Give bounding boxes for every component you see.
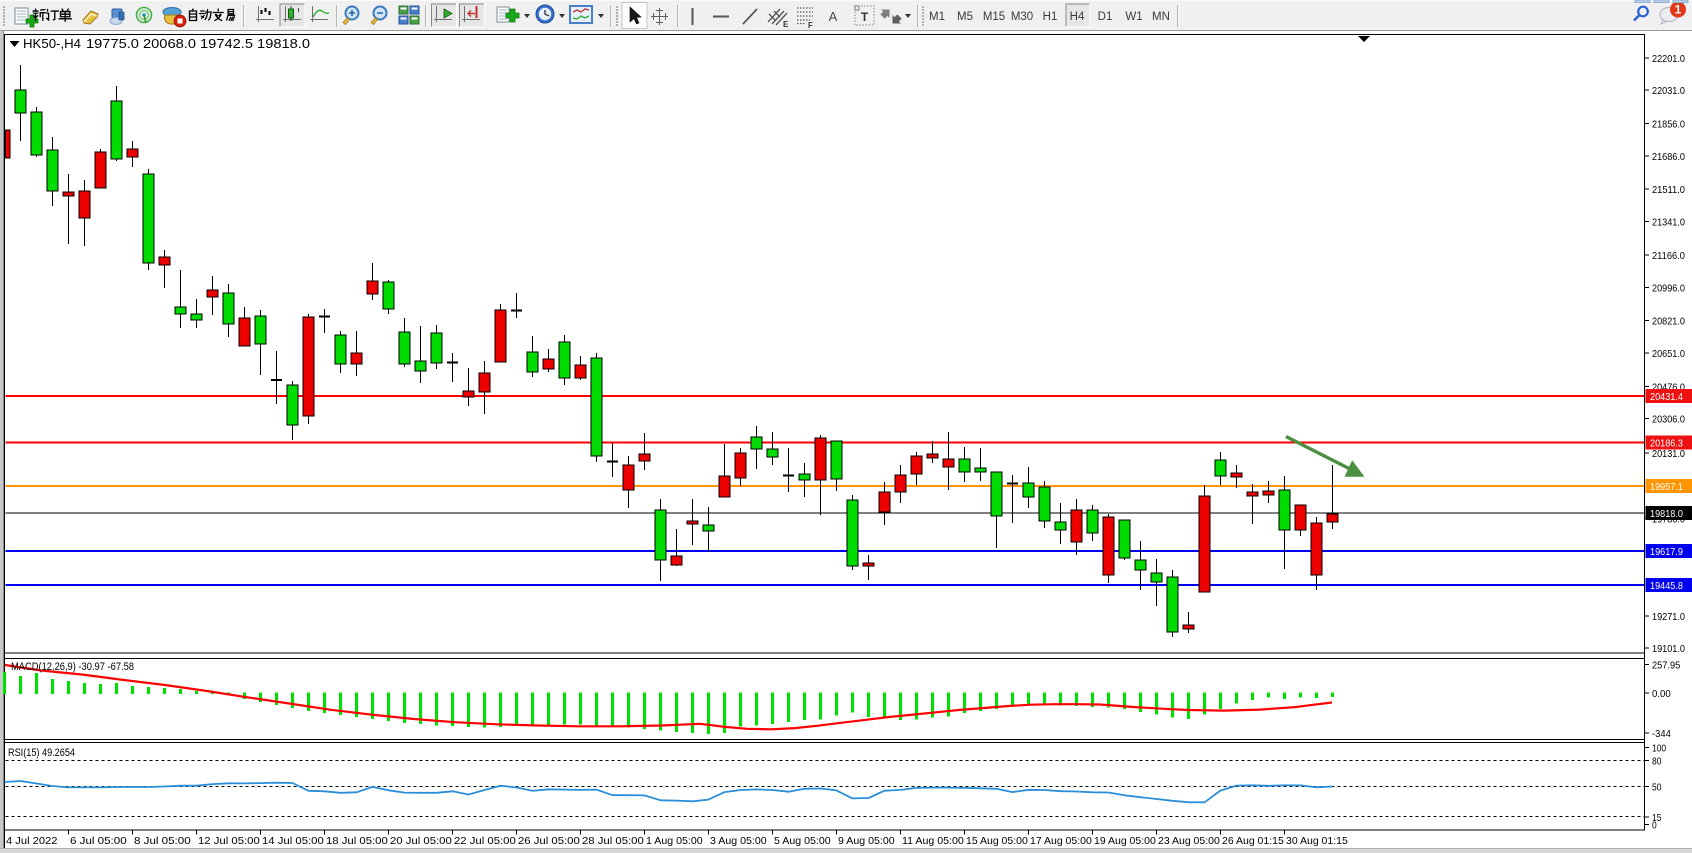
svg-text:100: 100 — [1652, 743, 1666, 755]
svg-text:21341.0: 21341.0 — [1652, 217, 1685, 229]
svg-text:11 Aug 05:00: 11 Aug 05:00 — [902, 835, 964, 847]
svg-text:20186.3: 20186.3 — [1650, 438, 1683, 450]
svg-text:20996.0: 20996.0 — [1652, 282, 1685, 294]
svg-text:W1: W1 — [1125, 11, 1142, 23]
svg-text:8 Jul 05:00: 8 Jul 05:00 — [134, 835, 191, 847]
svg-text:H1: H1 — [1043, 11, 1058, 23]
svg-text:5 Aug 05:00: 5 Aug 05:00 — [774, 835, 831, 847]
svg-text:20821.0: 20821.0 — [1652, 316, 1685, 328]
svg-text:21511.0: 21511.0 — [1652, 184, 1685, 196]
svg-text:20306.0: 20306.0 — [1652, 414, 1685, 426]
svg-text:RSI(15) 49.2654: RSI(15) 49.2654 — [8, 747, 75, 759]
svg-text:20131.0: 20131.0 — [1652, 448, 1685, 460]
svg-text:F: F — [808, 21, 813, 30]
svg-text:19101.0: 19101.0 — [1652, 643, 1685, 655]
svg-text:1 Aug 05:00: 1 Aug 05:00 — [646, 835, 703, 847]
svg-text:19775.0 20068.0 19742.5 19818.: 19775.0 20068.0 19742.5 19818.0 — [86, 37, 310, 51]
svg-text:MACD(12,26,9) -30.97 -67.58: MACD(12,26,9) -30.97 -67.58 — [11, 661, 134, 673]
svg-text:19 Aug 05:00: 19 Aug 05:00 — [1094, 835, 1156, 847]
svg-text:18 Jul 05:00: 18 Jul 05:00 — [326, 835, 388, 847]
svg-text:80: 80 — [1652, 756, 1662, 768]
svg-text:17 Aug 05:00: 17 Aug 05:00 — [1030, 835, 1092, 847]
svg-text:23 Aug 05:00: 23 Aug 05:00 — [1158, 835, 1220, 847]
svg-text:M30: M30 — [1011, 11, 1033, 23]
svg-text:20431.4: 20431.4 — [1650, 391, 1683, 403]
svg-text:30 Aug 01:15: 30 Aug 01:15 — [1286, 835, 1348, 847]
svg-text:M15: M15 — [983, 11, 1005, 23]
svg-text:H4: H4 — [1070, 11, 1085, 23]
svg-text:4 Jul 2022: 4 Jul 2022 — [6, 835, 58, 847]
svg-text:15: 15 — [1652, 812, 1662, 824]
svg-text:21856.0: 21856.0 — [1652, 119, 1685, 131]
svg-text:15 Aug 05:00: 15 Aug 05:00 — [966, 835, 1028, 847]
svg-text:19617.9: 19617.9 — [1650, 546, 1683, 558]
svg-text:D1: D1 — [1098, 11, 1113, 23]
svg-text:T: T — [861, 10, 869, 24]
svg-text:20 Jul 05:00: 20 Jul 05:00 — [390, 835, 452, 847]
svg-text:22201.0: 22201.0 — [1652, 53, 1685, 65]
svg-text:M1: M1 — [929, 11, 945, 23]
svg-text:50: 50 — [1652, 782, 1662, 794]
svg-text:257.95: 257.95 — [1652, 659, 1680, 671]
svg-text:12 Jul 05:00: 12 Jul 05:00 — [198, 835, 260, 847]
svg-text:28 Jul 05:00: 28 Jul 05:00 — [582, 835, 644, 847]
svg-text:21686.0: 21686.0 — [1652, 151, 1685, 163]
svg-text:0.00: 0.00 — [1652, 688, 1671, 700]
svg-text:0: 0 — [1652, 820, 1657, 832]
svg-text:-344: -344 — [1652, 728, 1671, 740]
svg-text:3 Aug 05:00: 3 Aug 05:00 — [710, 835, 767, 847]
svg-text:M5: M5 — [957, 11, 973, 23]
svg-text:20651.0: 20651.0 — [1652, 348, 1685, 360]
svg-text:E: E — [783, 20, 789, 29]
svg-text:A: A — [829, 9, 838, 24]
svg-text:26 Aug 01:15: 26 Aug 01:15 — [1222, 835, 1284, 847]
svg-text:6 Jul 05:00: 6 Jul 05:00 — [70, 835, 127, 847]
svg-text:14 Jul 05:00: 14 Jul 05:00 — [262, 835, 324, 847]
svg-text:26 Jul 05:00: 26 Jul 05:00 — [518, 835, 580, 847]
svg-text:9 Aug 05:00: 9 Aug 05:00 — [838, 835, 895, 847]
svg-text:19445.8: 19445.8 — [1650, 580, 1683, 592]
svg-text:19957.1: 19957.1 — [1650, 481, 1683, 493]
svg-text:19818.0: 19818.0 — [1650, 508, 1683, 520]
svg-text:MN: MN — [1152, 11, 1170, 23]
svg-text:1: 1 — [1675, 3, 1682, 17]
svg-text:21166.0: 21166.0 — [1652, 250, 1685, 262]
svg-text:HK50-,H4: HK50-,H4 — [23, 37, 81, 51]
svg-text:22 Jul 05:00: 22 Jul 05:00 — [454, 835, 516, 847]
svg-text:22031.0: 22031.0 — [1652, 85, 1685, 97]
svg-text:19271.0: 19271.0 — [1652, 611, 1685, 623]
